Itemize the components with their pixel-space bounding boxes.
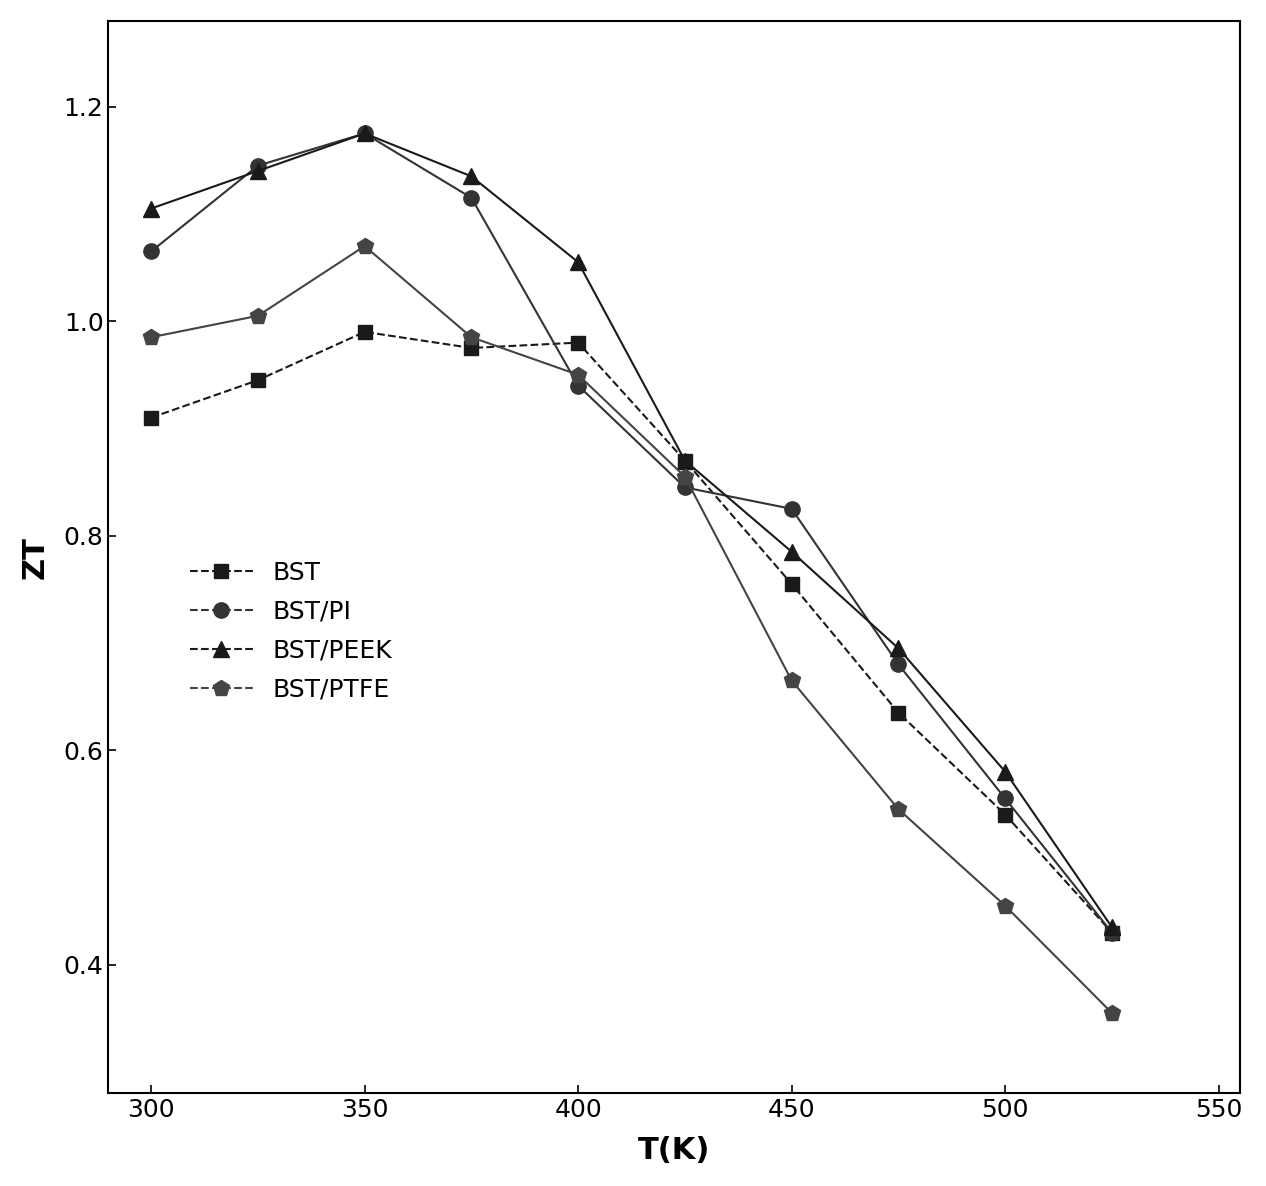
BST/PI (251, 159, 266, 173)
BST (143, 410, 158, 425)
BST (571, 336, 586, 350)
BST/PEEK (1104, 920, 1119, 935)
Line: BST: BST (144, 325, 1119, 939)
BST/PI (143, 244, 158, 259)
Line: BST/PEEK: BST/PEEK (143, 125, 1120, 936)
BST/PI (571, 378, 586, 393)
BST (784, 576, 799, 591)
BST/PTFE (998, 899, 1013, 913)
BST (891, 706, 906, 720)
BST (463, 340, 479, 355)
BST/PTFE (784, 674, 799, 688)
BST/PEEK (463, 170, 479, 184)
BST/PTFE (143, 330, 158, 344)
BST/PTFE (891, 802, 906, 816)
BST/PEEK (357, 127, 372, 141)
BST/PTFE (677, 470, 693, 484)
BST/PEEK (998, 765, 1013, 779)
Legend: BST, BST/PI, BST/PEEK, BST/PTFE: BST, BST/PI, BST/PEEK, BST/PTFE (177, 548, 405, 714)
BST (251, 374, 266, 388)
BST/PTFE (463, 330, 479, 344)
BST/PI (463, 191, 479, 205)
BST/PI (998, 791, 1013, 805)
BST/PEEK (891, 642, 906, 656)
BST/PTFE (357, 238, 372, 253)
BST/PEEK (784, 544, 799, 559)
BST (1104, 925, 1119, 939)
X-axis label: T(K): T(K) (638, 1136, 710, 1165)
Line: BST/PI: BST/PI (143, 126, 1119, 940)
Line: BST/PTFE: BST/PTFE (143, 237, 1120, 1021)
BST (357, 325, 372, 339)
BST/PI (677, 480, 693, 495)
BST/PI (891, 657, 906, 671)
BST/PTFE (1104, 1006, 1119, 1020)
Y-axis label: ZT: ZT (20, 536, 49, 579)
BST/PI (357, 127, 372, 141)
BST/PTFE (571, 368, 586, 382)
BST/PI (1104, 925, 1119, 939)
BST (998, 808, 1013, 822)
BST/PEEK (677, 453, 693, 467)
BST/PI (784, 502, 799, 516)
BST/PEEK (251, 164, 266, 178)
BST/PEEK (143, 202, 158, 216)
BST (677, 453, 693, 467)
BST/PTFE (251, 308, 266, 323)
BST/PEEK (571, 255, 586, 269)
